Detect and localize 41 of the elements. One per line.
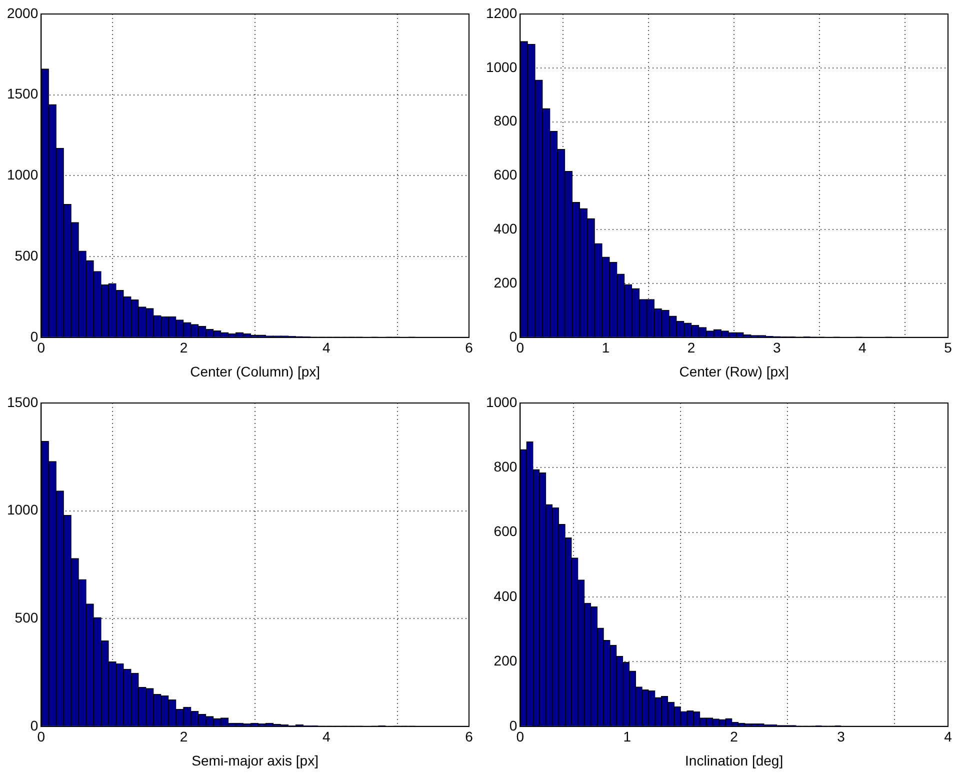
y-tick-label: 1000 bbox=[6, 166, 38, 183]
x-tick-label: 1 bbox=[602, 340, 610, 356]
y-tick-label: 800 bbox=[494, 112, 518, 129]
x-axis-title: Semi-major axis [px] bbox=[192, 752, 318, 768]
x-tick-label: 6 bbox=[465, 340, 474, 356]
y-tick-label: 200 bbox=[494, 652, 518, 669]
y-tick-label: 600 bbox=[494, 166, 518, 183]
y-tick-label: 0 bbox=[509, 328, 518, 344]
x-tick-label: 4 bbox=[858, 340, 867, 356]
y-tick-label: 200 bbox=[494, 274, 518, 290]
y-tick-label: 1500 bbox=[6, 394, 38, 410]
y-tick-label: 0 bbox=[30, 717, 38, 734]
y-tick-label: 0 bbox=[30, 328, 38, 344]
y-tick-label: 1000 bbox=[6, 502, 38, 518]
y-tick-label: 1500 bbox=[6, 86, 38, 102]
y-tick-label: 400 bbox=[494, 588, 518, 604]
x-tick-label: 2 bbox=[730, 728, 738, 745]
y-tick-label: 0 bbox=[509, 717, 518, 734]
x-tick-label: 3 bbox=[772, 340, 781, 356]
y-tick-label: 400 bbox=[494, 220, 518, 236]
x-tick-label: 5 bbox=[944, 340, 952, 356]
y-tick-label: 500 bbox=[14, 247, 38, 264]
x-tick-label: 6 bbox=[465, 728, 474, 745]
y-tick-label: 500 bbox=[14, 609, 38, 626]
y-tick-label: 1200 bbox=[486, 4, 518, 21]
x-tick-label: 2 bbox=[180, 728, 188, 745]
y-tick-label: 800 bbox=[494, 458, 518, 475]
y-tick-label: 600 bbox=[494, 523, 518, 540]
y-tick-label: 2000 bbox=[6, 4, 38, 21]
x-axis-title: Center (Column) [px] bbox=[190, 363, 320, 380]
x-tick-label: 1 bbox=[623, 728, 632, 745]
x-axis-title: Center (Row) [px] bbox=[679, 363, 789, 380]
x-tick-label: 2 bbox=[687, 340, 696, 356]
x-tick-label: 4 bbox=[322, 728, 330, 745]
x-axis-title: Inclination [deg] bbox=[685, 752, 784, 768]
x-tick-label: 2 bbox=[180, 340, 188, 356]
x-tick-label: 4 bbox=[322, 340, 330, 356]
y-tick-label: 1000 bbox=[486, 58, 518, 75]
x-tick-label: 4 bbox=[944, 728, 952, 745]
y-tick-label: 1000 bbox=[486, 394, 518, 410]
x-tick-label: 3 bbox=[837, 728, 846, 745]
